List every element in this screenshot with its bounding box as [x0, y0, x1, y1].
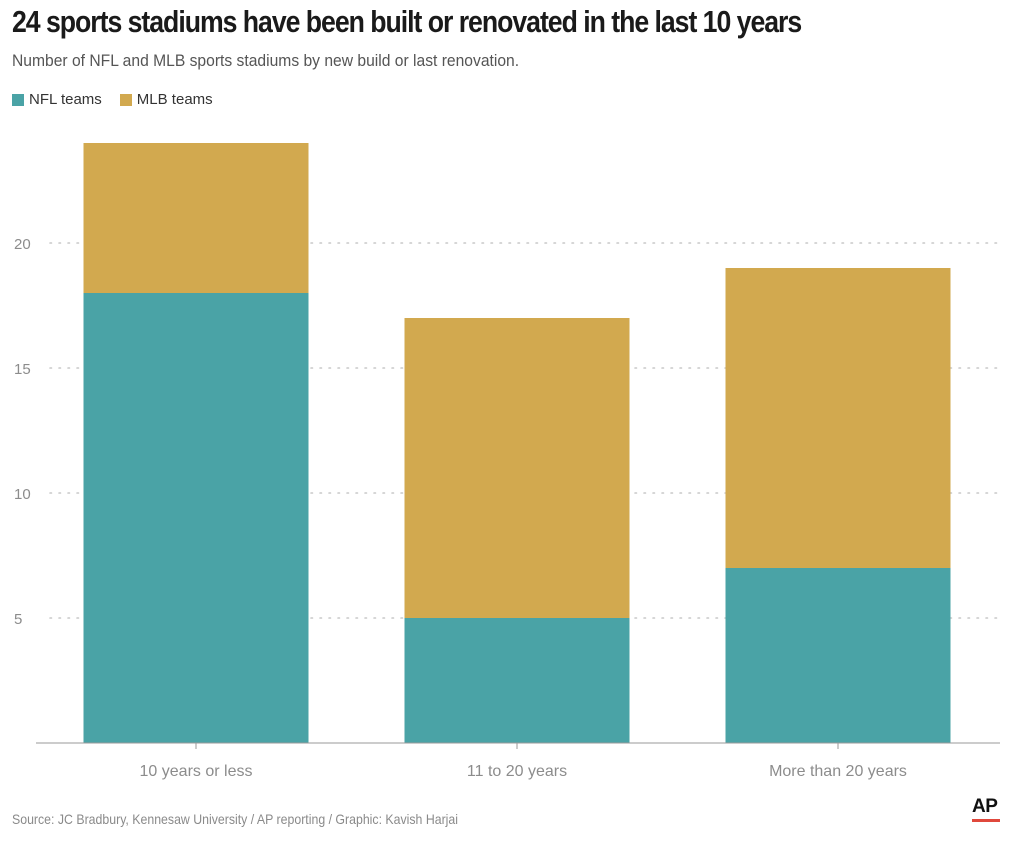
legend: NFL teams MLB teams [12, 91, 213, 108]
ap-logo: AP [972, 797, 1002, 827]
bar-mlb-1 [404, 318, 630, 618]
chart-title: 24 sports stadiums have been built or re… [12, 4, 802, 39]
legend-swatch-nfl [12, 93, 24, 106]
bar-mlb-0 [83, 143, 309, 293]
legend-label-nfl: NFL teams [29, 91, 102, 108]
legend-label-mlb: MLB teams [136, 91, 213, 108]
y-tick-label-5: 5 [14, 611, 22, 628]
ap-logo-bar [972, 819, 1000, 822]
y-tick-label-15: 15 [14, 361, 31, 378]
legend-swatch-mlb [119, 93, 132, 106]
y-tick-label-20: 20 [14, 236, 31, 253]
chart-subtitle: Number of NFL and MLB sports stadiums by… [12, 51, 520, 70]
bar-nfl-2 [725, 568, 951, 743]
y-tick-label-10: 10 [14, 486, 31, 503]
bar-nfl-0 [83, 293, 309, 743]
legend-item-mlb: MLB teams [119, 91, 213, 108]
source-note: Source: JC Bradbury, Kennesaw University… [12, 811, 459, 827]
x-tick-label-1: 11 to 20 years [467, 763, 567, 780]
x-tick-label-0: 10 years or less [140, 763, 253, 780]
x-tick-label-2: More than 20 years [769, 763, 907, 780]
legend-item-nfl: NFL teams [12, 91, 102, 108]
bar-nfl-1 [404, 618, 630, 743]
ap-logo-text: AP [972, 796, 998, 817]
bar-mlb-2 [725, 268, 951, 568]
